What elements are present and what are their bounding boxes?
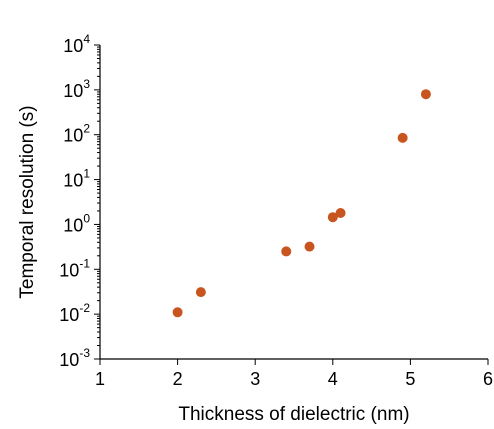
y-axis-title: Temporal resolution (s) [17,105,38,298]
data-point [335,207,346,218]
x-tick-label: 1 [95,369,105,389]
x-tick-label: 2 [173,369,183,389]
data-point [172,307,183,318]
y-tick-label: 101 [63,167,90,191]
y-axis-ticks: 10-3 10-2 10-1 100 101 102 103 104 [59,32,100,370]
x-tick-label: 4 [328,369,338,389]
y-tick-label: 102 [63,122,90,146]
x-tick-label: 3 [250,369,260,389]
data-point [281,246,292,257]
data-point [195,287,206,298]
x-axis-title: Thickness of dielectric (nm) [178,404,409,425]
data-points [172,89,431,318]
y-tick-label: 10-1 [59,256,90,280]
data-point [327,212,338,223]
x-tick-label: 5 [405,369,415,389]
plot-axes [99,45,488,360]
y-tick-label: 104 [63,32,90,56]
x-axis-ticks: 1 2 3 4 5 6 [95,359,493,389]
data-point [397,132,408,143]
y-tick-label: 100 [63,211,90,235]
y-tick-label: 10-2 [59,301,90,325]
data-point [420,89,431,100]
y-tick-label: 10-3 [59,346,90,370]
data-point [304,241,315,252]
x-tick-label: 6 [483,369,493,389]
y-tick-label: 103 [63,77,90,101]
